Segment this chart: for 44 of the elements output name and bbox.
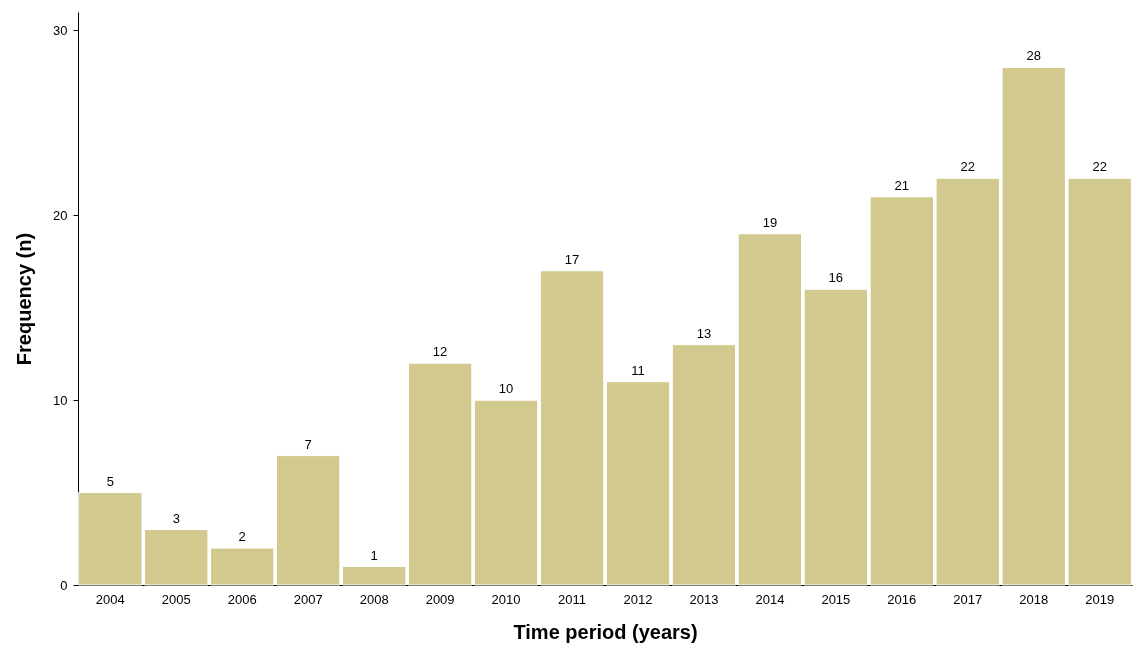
- x-tick-label: 2015: [821, 591, 851, 607]
- bar: [605, 381, 671, 586]
- data-label: 21: [894, 177, 910, 193]
- x-tick-label: 2014: [755, 591, 785, 607]
- x-tick-label: 2012: [623, 591, 653, 607]
- y-tick-label: 20: [53, 207, 68, 223]
- x-tick-label: 2006: [227, 591, 257, 607]
- x-tick-label: 2018: [1019, 591, 1049, 607]
- bar: [737, 233, 803, 586]
- data-label: 1: [370, 547, 378, 563]
- x-tick-label: 2008: [359, 591, 389, 607]
- y-tick-label: 30: [53, 22, 68, 38]
- data-label: 16: [828, 270, 844, 286]
- bar: [671, 344, 737, 586]
- x-tick-label: 2004: [95, 591, 125, 607]
- x-axis-title: Time period (years): [513, 620, 698, 643]
- data-label: 11: [631, 362, 645, 378]
- data-label: 2: [238, 529, 246, 545]
- x-tick-label: 2007: [293, 591, 323, 607]
- data-label: 28: [1026, 48, 1041, 64]
- bar: [539, 270, 605, 586]
- data-label: 22: [960, 159, 975, 175]
- x-tick-label: 2013: [689, 591, 719, 607]
- bar: [473, 399, 539, 586]
- x-tick-label: 2017: [953, 591, 983, 607]
- data-label: 3: [172, 510, 180, 526]
- data-label: 19: [762, 214, 778, 230]
- x-tick-label: 2019: [1085, 591, 1115, 607]
- data-label: 7: [304, 436, 312, 452]
- data-label: 12: [432, 344, 448, 360]
- data-label: 17: [564, 251, 580, 267]
- data-label: 5: [106, 473, 114, 489]
- x-tick-label: 2005: [161, 591, 191, 607]
- x-tick-label: 2016: [887, 591, 917, 607]
- x-tick-label: 2010: [491, 591, 521, 607]
- y-axis-title: Frequency (n): [13, 232, 36, 366]
- x-tick-label: 2011: [558, 591, 587, 607]
- y-tick-label: 0: [60, 577, 68, 593]
- bar: [407, 362, 473, 586]
- y-tick-label: 10: [53, 392, 68, 408]
- data-label: 10: [498, 381, 514, 397]
- data-label: 13: [696, 325, 712, 341]
- x-tick-label: 2009: [425, 591, 455, 607]
- data-label: 22: [1092, 159, 1107, 175]
